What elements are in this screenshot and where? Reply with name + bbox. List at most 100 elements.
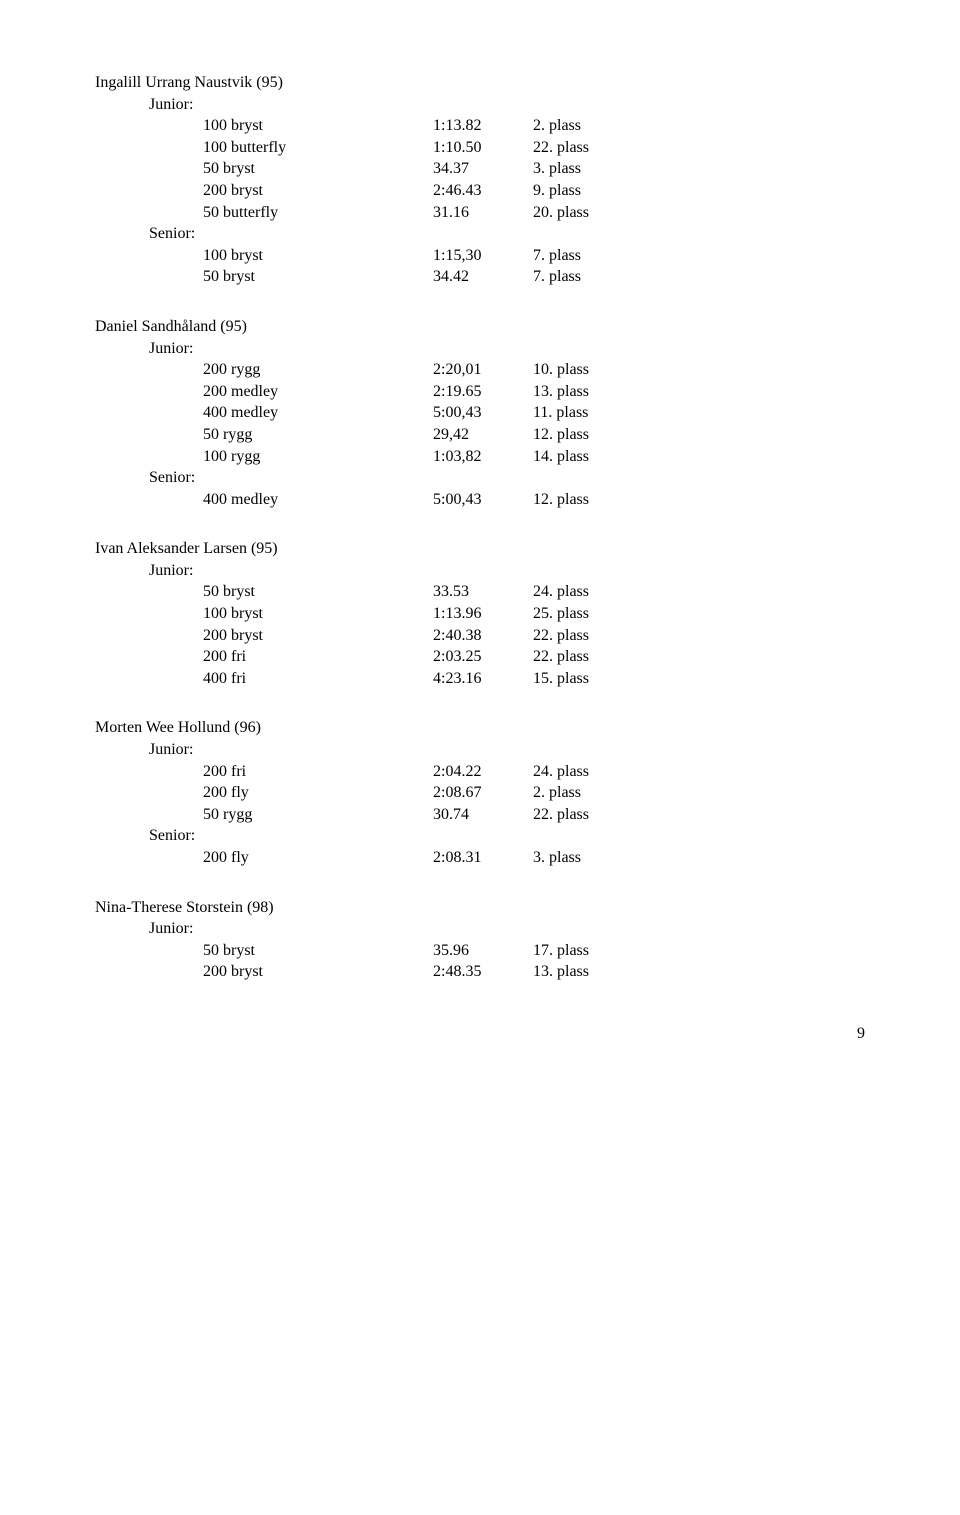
event-place: 3. plass <box>533 847 581 869</box>
event-name: 200 bryst <box>95 961 433 983</box>
event-time: 1:03,82 <box>433 446 533 468</box>
swimmer-name: Morten Wee Hollund (96) <box>95 717 865 739</box>
category-label: Junior: <box>95 338 865 360</box>
swimmer-name: Ingalill Urrang Naustvik (95) <box>95 72 865 94</box>
result-row: 200 bryst2:48.3513. plass <box>95 961 865 983</box>
result-row: 200 fri2:04.2224. plass <box>95 761 865 783</box>
event-name: 400 fri <box>95 668 433 690</box>
event-name: 50 bryst <box>95 581 433 603</box>
category-label: Junior: <box>95 918 865 940</box>
event-name: 50 bryst <box>95 266 433 288</box>
event-place: 7. plass <box>533 245 581 267</box>
swimmer-block: Nina-Therese Storstein (98)Junior:50 bry… <box>95 897 865 983</box>
event-name: 200 fri <box>95 646 433 668</box>
event-name: 50 bryst <box>95 158 433 180</box>
event-time: 2:08.67 <box>433 782 533 804</box>
event-time: 5:00,43 <box>433 402 533 424</box>
event-time: 2:04.22 <box>433 761 533 783</box>
event-time: 31.16 <box>433 202 533 224</box>
result-row: 50 rygg29,4212. plass <box>95 424 865 446</box>
category-label: Senior: <box>95 223 865 245</box>
result-row: 50 bryst34.373. plass <box>95 158 865 180</box>
event-time: 5:00,43 <box>433 489 533 511</box>
event-name: 50 bryst <box>95 940 433 962</box>
event-time: 2:20,01 <box>433 359 533 381</box>
event-place: 15. plass <box>533 668 589 690</box>
document-body: Ingalill Urrang Naustvik (95)Junior:100 … <box>95 72 865 983</box>
swimmer-block: Morten Wee Hollund (96)Junior:200 fri2:0… <box>95 717 865 868</box>
result-row: 400 medley5:00,4312. plass <box>95 489 865 511</box>
category-label: Senior: <box>95 825 865 847</box>
event-place: 2. plass <box>533 782 581 804</box>
event-name: 100 rygg <box>95 446 433 468</box>
event-name: 100 bryst <box>95 603 433 625</box>
event-place: 11. plass <box>533 402 588 424</box>
event-place: 22. plass <box>533 625 589 647</box>
event-place: 13. plass <box>533 381 589 403</box>
event-place: 24. plass <box>533 581 589 603</box>
result-row: 50 butterfly31.1620. plass <box>95 202 865 224</box>
event-time: 2:08.31 <box>433 847 533 869</box>
event-name: 200 bryst <box>95 180 433 202</box>
result-row: 200 rygg2:20,0110. plass <box>95 359 865 381</box>
event-time: 2:03.25 <box>433 646 533 668</box>
event-place: 2. plass <box>533 115 581 137</box>
category-label: Junior: <box>95 94 865 116</box>
event-name: 100 bryst <box>95 245 433 267</box>
event-place: 12. plass <box>533 424 589 446</box>
result-row: 50 bryst34.427. plass <box>95 266 865 288</box>
result-row: 200 bryst2:40.3822. plass <box>95 625 865 647</box>
swimmer-name: Nina-Therese Storstein (98) <box>95 897 865 919</box>
result-row: 100 bryst1:15,307. plass <box>95 245 865 267</box>
event-place: 25. plass <box>533 603 589 625</box>
swimmer-name: Ivan Aleksander Larsen (95) <box>95 538 865 560</box>
category-label: Senior: <box>95 467 865 489</box>
event-name: 200 rygg <box>95 359 433 381</box>
event-name: 50 rygg <box>95 424 433 446</box>
result-row: 100 bryst1:13.822. plass <box>95 115 865 137</box>
event-time: 33.53 <box>433 581 533 603</box>
category-label: Junior: <box>95 560 865 582</box>
event-place: 22. plass <box>533 646 589 668</box>
event-name: 50 rygg <box>95 804 433 826</box>
result-row: 200 fly2:08.313. plass <box>95 847 865 869</box>
event-time: 2:40.38 <box>433 625 533 647</box>
event-name: 200 fly <box>95 847 433 869</box>
event-time: 2:46.43 <box>433 180 533 202</box>
swimmer-block: Ivan Aleksander Larsen (95)Junior:50 bry… <box>95 538 865 689</box>
swimmer-block: Ingalill Urrang Naustvik (95)Junior:100 … <box>95 72 865 288</box>
event-place: 20. plass <box>533 202 589 224</box>
result-row: 100 butterfly1:10.5022. plass <box>95 137 865 159</box>
event-name: 400 medley <box>95 402 433 424</box>
event-place: 13. plass <box>533 961 589 983</box>
event-name: 200 bryst <box>95 625 433 647</box>
swimmer-name: Daniel Sandhåland (95) <box>95 316 865 338</box>
result-row: 400 fri4:23.1615. plass <box>95 668 865 690</box>
result-row: 200 medley2:19.6513. plass <box>95 381 865 403</box>
event-name: 200 fly <box>95 782 433 804</box>
event-name: 100 butterfly <box>95 137 433 159</box>
result-row: 50 bryst35.9617. plass <box>95 940 865 962</box>
event-place: 10. plass <box>533 359 589 381</box>
event-time: 2:19.65 <box>433 381 533 403</box>
event-time: 1:13.96 <box>433 603 533 625</box>
result-row: 50 rygg30.7422. plass <box>95 804 865 826</box>
event-time: 2:48.35 <box>433 961 533 983</box>
page-number: 9 <box>95 1023 865 1045</box>
swimmer-block: Daniel Sandhåland (95)Junior:200 rygg2:2… <box>95 316 865 510</box>
event-name: 400 medley <box>95 489 433 511</box>
event-time: 1:10.50 <box>433 137 533 159</box>
event-place: 3. plass <box>533 158 581 180</box>
event-time: 1:13.82 <box>433 115 533 137</box>
event-time: 4:23.16 <box>433 668 533 690</box>
result-row: 200 fly2:08.672. plass <box>95 782 865 804</box>
event-place: 17. plass <box>533 940 589 962</box>
event-time: 29,42 <box>433 424 533 446</box>
event-name: 100 bryst <box>95 115 433 137</box>
result-row: 100 rygg1:03,8214. plass <box>95 446 865 468</box>
event-time: 34.42 <box>433 266 533 288</box>
result-row: 200 bryst2:46.439. plass <box>95 180 865 202</box>
result-row: 400 medley5:00,4311. plass <box>95 402 865 424</box>
event-time: 35.96 <box>433 940 533 962</box>
event-time: 34.37 <box>433 158 533 180</box>
